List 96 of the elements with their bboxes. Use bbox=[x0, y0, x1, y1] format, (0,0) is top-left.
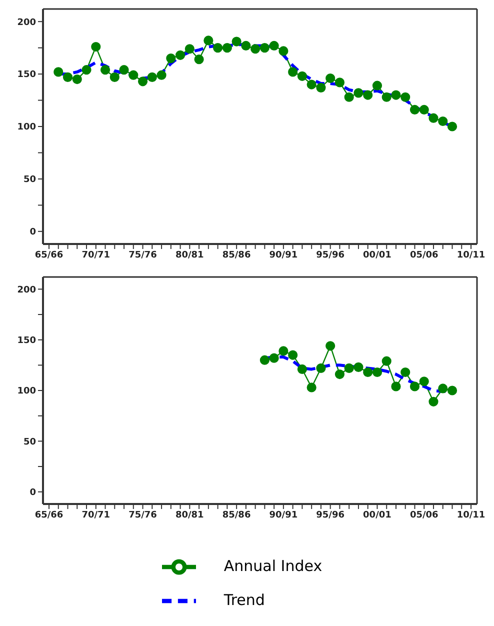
x-tick-label: 70/71 bbox=[82, 510, 110, 520]
x-tick-label: 90/91 bbox=[269, 250, 298, 260]
x-tick-label: 85/86 bbox=[222, 510, 251, 520]
x-tick-label: 10/11 bbox=[456, 250, 486, 260]
point bbox=[391, 90, 401, 100]
point bbox=[175, 50, 186, 60]
point bbox=[400, 367, 410, 378]
x-tick-label: 95/96 bbox=[316, 250, 345, 260]
x-tick-label: 65/66 bbox=[34, 510, 64, 520]
legend-label: Trend bbox=[224, 591, 265, 610]
point bbox=[419, 104, 429, 115]
point bbox=[306, 80, 316, 90]
point bbox=[260, 355, 270, 365]
x-tick-label: 90/91 bbox=[269, 510, 298, 520]
point bbox=[128, 70, 138, 80]
point bbox=[344, 92, 354, 102]
point bbox=[419, 376, 429, 386]
point bbox=[316, 82, 326, 92]
point bbox=[72, 74, 82, 84]
point bbox=[62, 72, 73, 82]
point bbox=[91, 42, 101, 52]
point bbox=[166, 54, 176, 64]
y-tick-label: 150 bbox=[17, 70, 36, 80]
point bbox=[382, 356, 392, 366]
point bbox=[363, 367, 373, 378]
x-tick-label: 75/76 bbox=[128, 510, 157, 520]
point bbox=[82, 65, 92, 75]
y-tick-label: 200 bbox=[17, 18, 36, 28]
point bbox=[391, 382, 401, 392]
point bbox=[334, 369, 345, 380]
point bbox=[54, 67, 64, 77]
point bbox=[428, 396, 438, 406]
point bbox=[438, 384, 448, 394]
x-tick-label: 00/01 bbox=[363, 510, 392, 520]
point bbox=[138, 76, 148, 86]
point bbox=[410, 104, 420, 115]
point bbox=[326, 341, 336, 351]
point bbox=[306, 382, 316, 392]
point bbox=[354, 362, 364, 372]
point bbox=[316, 363, 326, 374]
x-tick-label: 75/76 bbox=[128, 250, 157, 260]
legend-label: Annual Index bbox=[224, 557, 322, 576]
point bbox=[250, 44, 260, 54]
point bbox=[100, 65, 110, 75]
point bbox=[363, 90, 373, 100]
point bbox=[354, 88, 364, 98]
point bbox=[410, 382, 420, 392]
y-tick-label: 0 bbox=[30, 228, 36, 238]
point bbox=[344, 363, 354, 374]
x-tick-label: 05/06 bbox=[410, 510, 438, 520]
x-tick-label: 80/81 bbox=[175, 250, 204, 260]
y-tick-label: 150 bbox=[17, 336, 36, 346]
point bbox=[241, 40, 251, 51]
y-tick-label: 50 bbox=[23, 437, 36, 448]
point bbox=[260, 43, 270, 53]
x-tick-label: 00/01 bbox=[363, 250, 392, 260]
y-tick-label: 200 bbox=[17, 285, 36, 296]
point bbox=[447, 122, 458, 132]
point bbox=[372, 80, 382, 90]
point bbox=[447, 386, 458, 396]
point bbox=[119, 65, 129, 75]
point bbox=[269, 40, 279, 51]
point bbox=[222, 43, 232, 53]
y-tick-label: 50 bbox=[23, 175, 36, 186]
point bbox=[400, 92, 410, 102]
x-tick-label: 80/81 bbox=[175, 510, 204, 520]
x-tick-label: 65/66 bbox=[34, 250, 64, 260]
point bbox=[278, 346, 288, 356]
point bbox=[334, 78, 345, 88]
point bbox=[326, 73, 336, 84]
y-tick-label: 0 bbox=[30, 488, 36, 498]
point bbox=[213, 43, 223, 53]
y-tick-label: 100 bbox=[17, 386, 36, 397]
point bbox=[288, 67, 298, 77]
point bbox=[110, 72, 120, 82]
x-tick-label: 95/96 bbox=[316, 510, 345, 520]
point bbox=[382, 92, 392, 102]
point bbox=[278, 46, 288, 56]
point bbox=[297, 71, 307, 81]
point bbox=[438, 116, 448, 126]
point bbox=[428, 113, 438, 123]
point bbox=[232, 36, 242, 46]
point bbox=[204, 36, 214, 46]
point bbox=[147, 72, 157, 82]
x-tick-label: 85/86 bbox=[222, 250, 251, 260]
point bbox=[372, 367, 382, 378]
x-tick-label: 05/06 bbox=[410, 250, 438, 260]
point bbox=[194, 54, 204, 64]
point bbox=[184, 44, 194, 54]
point bbox=[288, 350, 298, 360]
point bbox=[297, 364, 307, 374]
point bbox=[156, 70, 166, 80]
point bbox=[269, 353, 279, 363]
x-tick-label: 10/11 bbox=[456, 510, 486, 520]
x-tick-label: 70/71 bbox=[82, 250, 110, 260]
y-tick-label: 100 bbox=[17, 122, 36, 133]
